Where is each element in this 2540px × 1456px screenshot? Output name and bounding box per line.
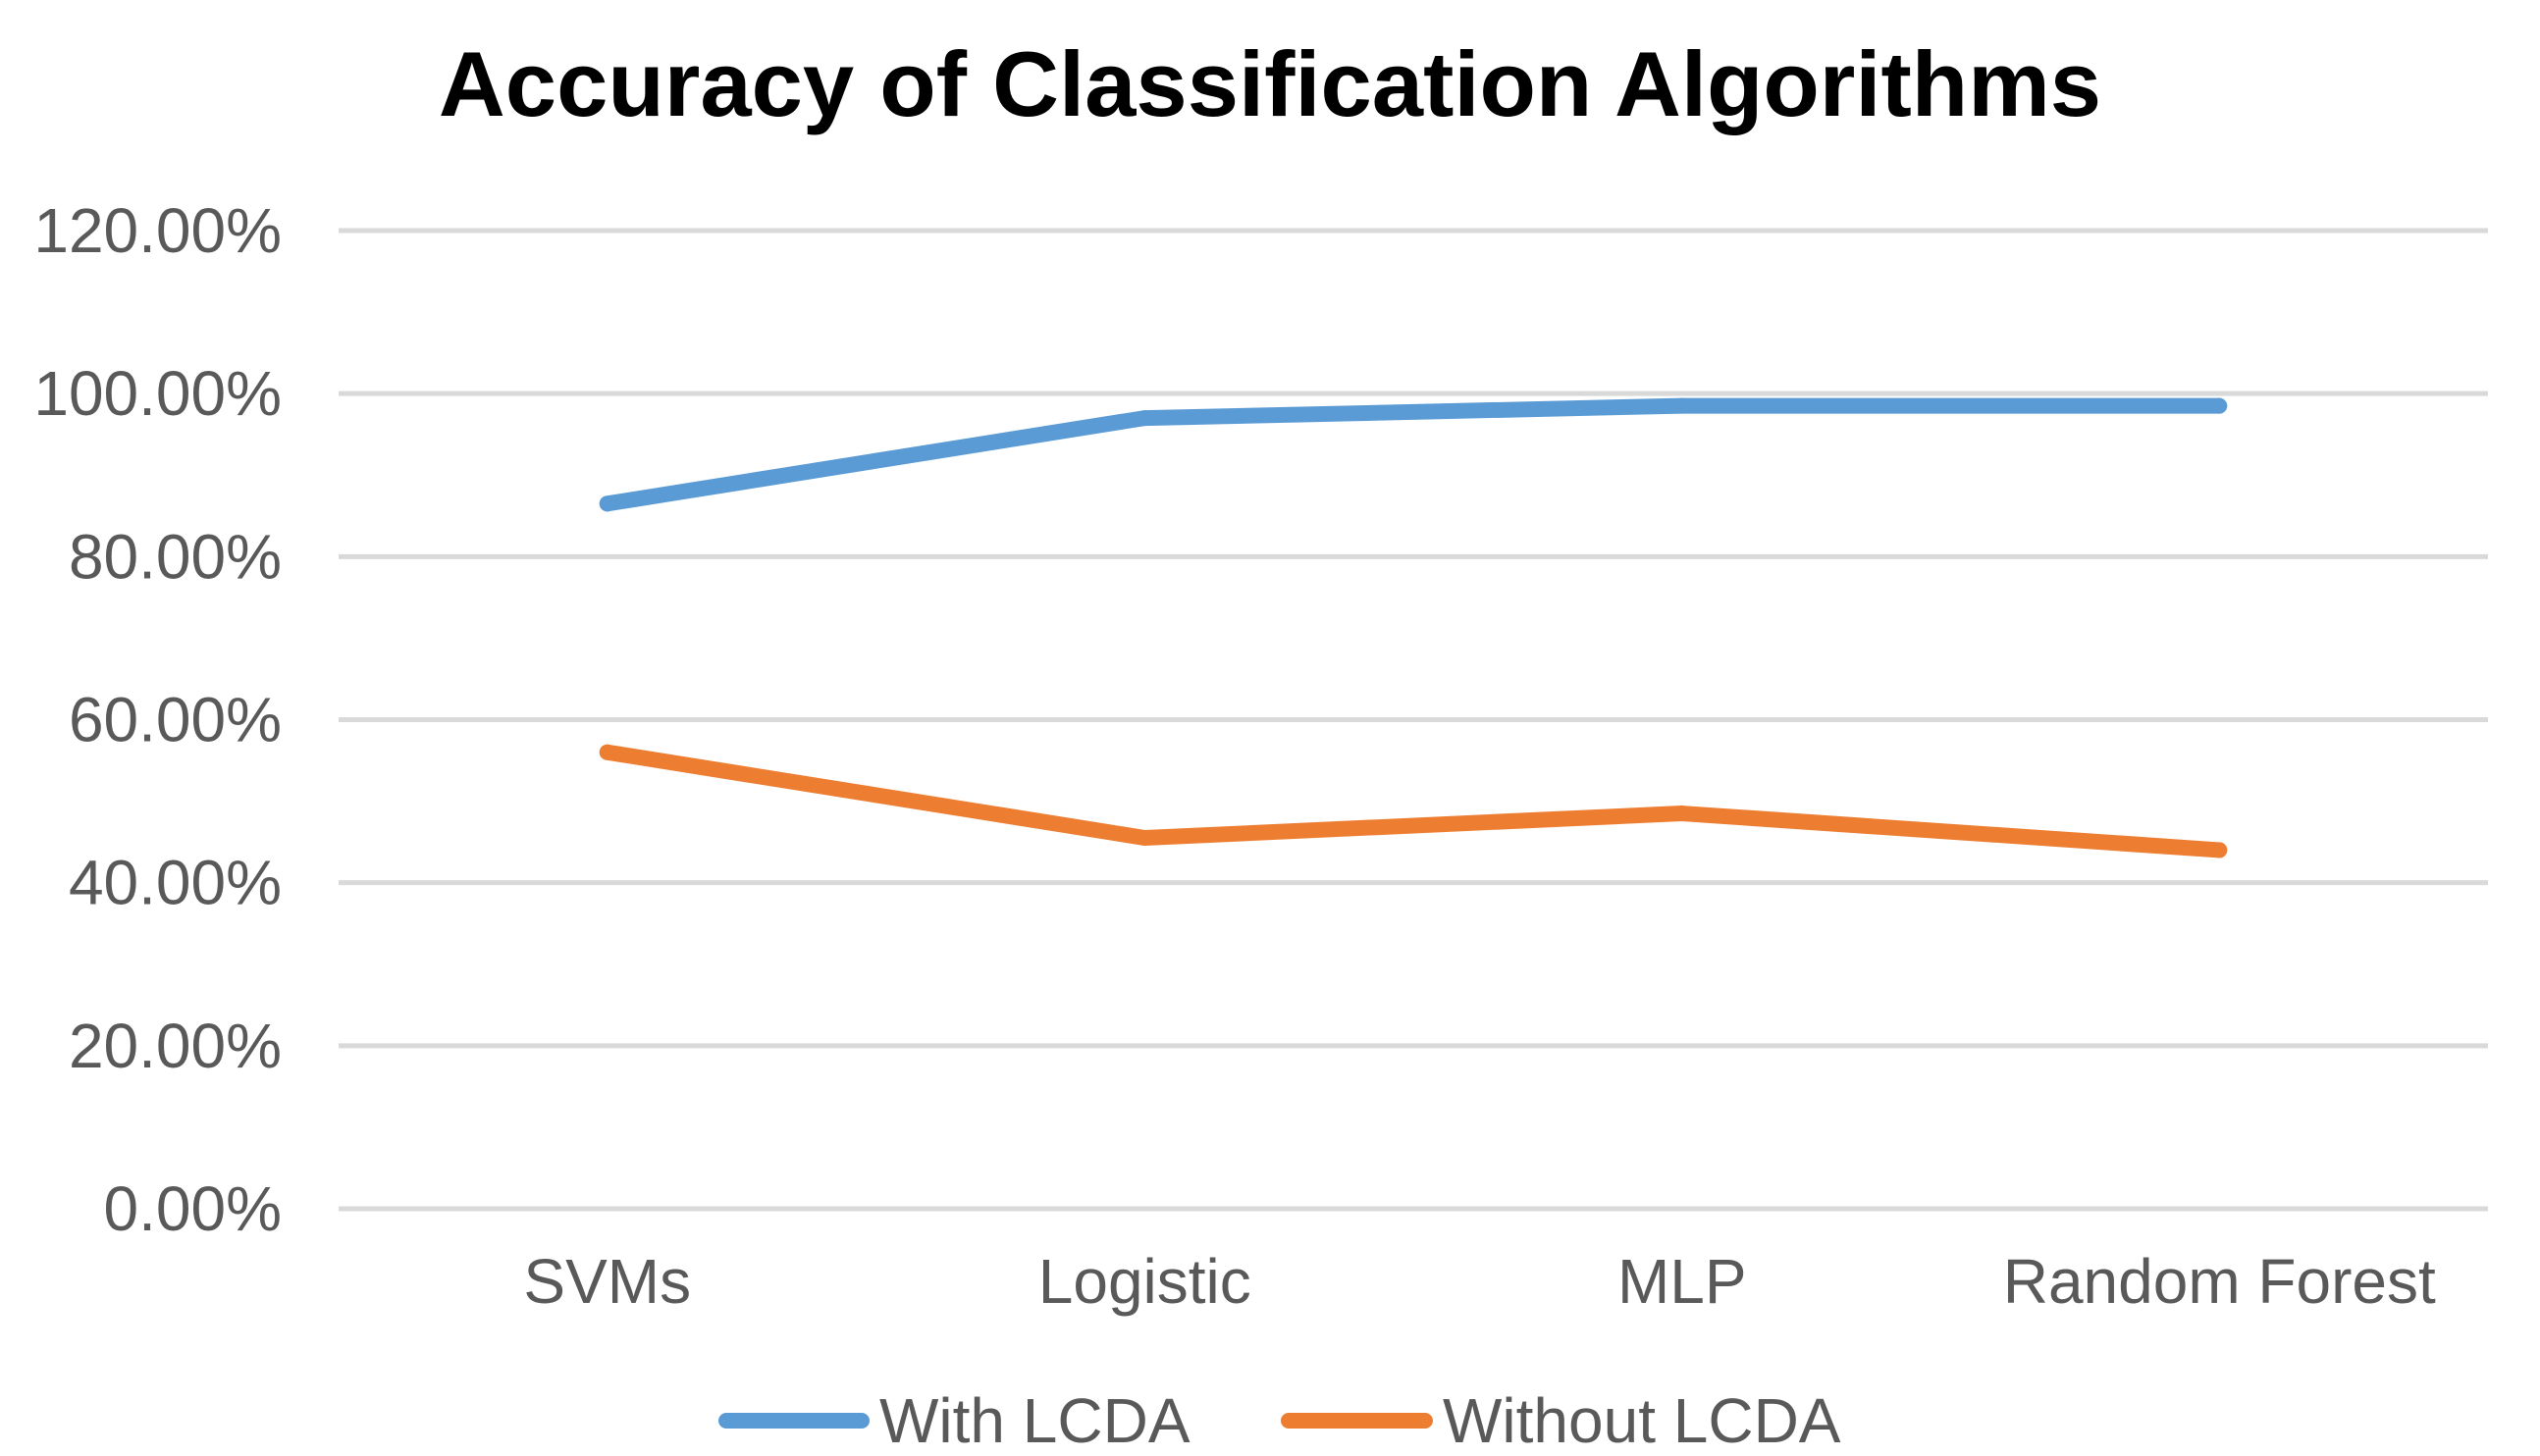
series-lines	[599, 397, 2228, 858]
data-point	[1673, 397, 1690, 414]
y-tick-label: 100.00%	[33, 358, 282, 429]
x-tick-label: Logistic	[1038, 1246, 1251, 1317]
legend-item-without-lcda: Without LCDA	[1281, 1385, 1841, 1456]
data-point	[1673, 806, 1690, 822]
x-tick-label: MLP	[1617, 1246, 1747, 1317]
legend-item-with-lcda: With LCDA	[718, 1385, 1191, 1456]
data-point	[1137, 829, 1153, 846]
series-line	[599, 744, 2228, 858]
data-point	[2211, 397, 2228, 414]
y-tick-label: 120.00%	[33, 195, 282, 266]
series-with-lcda	[599, 397, 2228, 512]
gridlines	[339, 228, 2488, 1212]
series-without-lcda	[599, 744, 2228, 858]
legend-label: With LCDA	[879, 1385, 1191, 1456]
data-point	[599, 744, 615, 760]
series-line	[599, 397, 2228, 512]
y-tick-label: 40.00%	[69, 848, 282, 918]
y-tick-label: 60.00%	[69, 685, 282, 755]
data-point	[2211, 842, 2228, 858]
y-tick-label: 80.00%	[69, 521, 282, 592]
data-point	[1137, 410, 1153, 427]
y-tick-label: 0.00%	[104, 1173, 282, 1244]
chart-title: Accuracy of Classification Algorithms	[439, 32, 2101, 135]
x-axis-tick-labels: SVMs Logistic MLP Random Forest	[523, 1246, 2436, 1317]
legend-label: Without LCDA	[1443, 1385, 1841, 1456]
y-axis-tick-labels: 0.00% 20.00% 40.00% 60.00% 80.00% 100.00% 120.…	[33, 195, 282, 1244]
y-tick-label: 20.00%	[69, 1011, 282, 1081]
legend: With LCDA Without LCDA	[718, 1385, 1841, 1456]
x-tick-label: SVMs	[523, 1246, 691, 1317]
data-point	[599, 495, 615, 512]
x-tick-label: Random Forest	[2003, 1246, 2436, 1317]
